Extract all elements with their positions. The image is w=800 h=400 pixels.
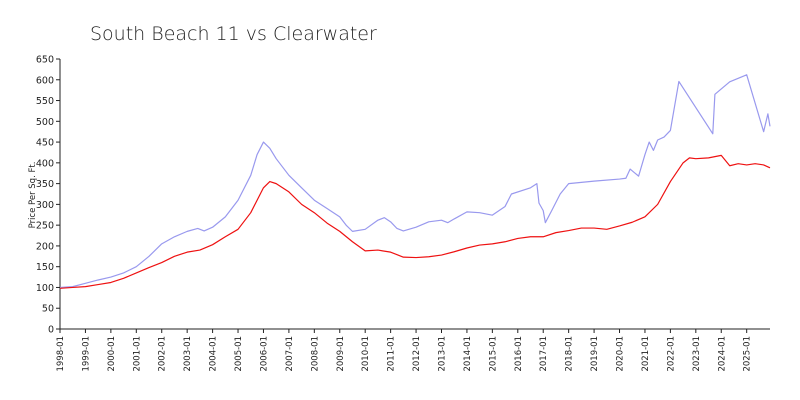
x-tick-label: 2004-01 bbox=[209, 336, 219, 372]
y-tick-label: 200 bbox=[36, 241, 54, 252]
x-tick-label: 2017-01 bbox=[539, 336, 549, 372]
y-tick-label: 250 bbox=[36, 221, 54, 232]
y-tick-label: 100 bbox=[36, 283, 54, 294]
y-tick-label: 350 bbox=[36, 179, 54, 190]
y-tick-label: 0 bbox=[48, 325, 54, 336]
x-tick-label: 2018-01 bbox=[565, 336, 575, 372]
x-tick-label: 2010-01 bbox=[361, 336, 371, 372]
x-tick-label: 2016-01 bbox=[514, 336, 524, 372]
x-tick-label: 2005-01 bbox=[234, 336, 244, 372]
x-tick-label: 2003-01 bbox=[183, 336, 193, 372]
x-tick-label: 2008-01 bbox=[310, 336, 320, 372]
x-tick-label: 2001-01 bbox=[132, 336, 142, 372]
x-tick-label: 2002-01 bbox=[158, 336, 168, 372]
x-tick-label: 2011-01 bbox=[387, 336, 397, 372]
x-tick-label: 2024-01 bbox=[717, 336, 727, 372]
y-tick-label: 300 bbox=[36, 200, 54, 211]
x-tick-label: 2021-01 bbox=[641, 336, 651, 372]
series-line-1 bbox=[59, 74, 771, 289]
y-tick-label: 150 bbox=[36, 262, 54, 273]
y-tick-label: 50 bbox=[42, 304, 54, 315]
x-tick-label: 2012-01 bbox=[412, 336, 422, 372]
x-tick-label: 1999-01 bbox=[81, 336, 91, 372]
x-tick-label: 2014-01 bbox=[463, 336, 473, 372]
chart-title: South Beach 11 vs Clearwater bbox=[90, 23, 377, 45]
x-tick-label: 2023-01 bbox=[692, 336, 702, 372]
x-tick-label: 2020-01 bbox=[616, 336, 626, 372]
x-tick-label: 2022-01 bbox=[666, 336, 676, 372]
y-tick-label: 500 bbox=[36, 117, 54, 128]
y-tick-label: 650 bbox=[36, 55, 54, 66]
x-tick-label: 2013-01 bbox=[437, 336, 447, 372]
y-tick-label: 550 bbox=[36, 96, 54, 107]
y-tick-label: 400 bbox=[36, 158, 54, 169]
x-tick-label: 2019-01 bbox=[590, 336, 600, 372]
x-tick-label: 2009-01 bbox=[336, 336, 346, 372]
y-tick-label: 450 bbox=[36, 138, 54, 149]
series-line-2 bbox=[59, 154, 771, 289]
x-tick-label: 2000-01 bbox=[107, 336, 117, 372]
x-tick-label: 1998-01 bbox=[56, 336, 66, 372]
y-axis-label: Price Per Sq. Ft. bbox=[28, 162, 38, 229]
x-tick-label: 2025-01 bbox=[743, 336, 753, 372]
y-tick-label: 600 bbox=[36, 75, 54, 86]
x-tick-label: 2015-01 bbox=[488, 336, 498, 372]
x-axis-ticks: 1998-01 1999-01 2000-01 2001-01 2002-01 2003-… bbox=[56, 329, 753, 372]
x-tick-label: 2006-01 bbox=[259, 336, 269, 372]
y-axis-ticks: 0 50 100 150 200 250 300 350 400 450 500 550 600 650 bbox=[36, 55, 60, 336]
series-layer bbox=[59, 74, 771, 289]
x-tick-label: 2007-01 bbox=[285, 336, 295, 372]
